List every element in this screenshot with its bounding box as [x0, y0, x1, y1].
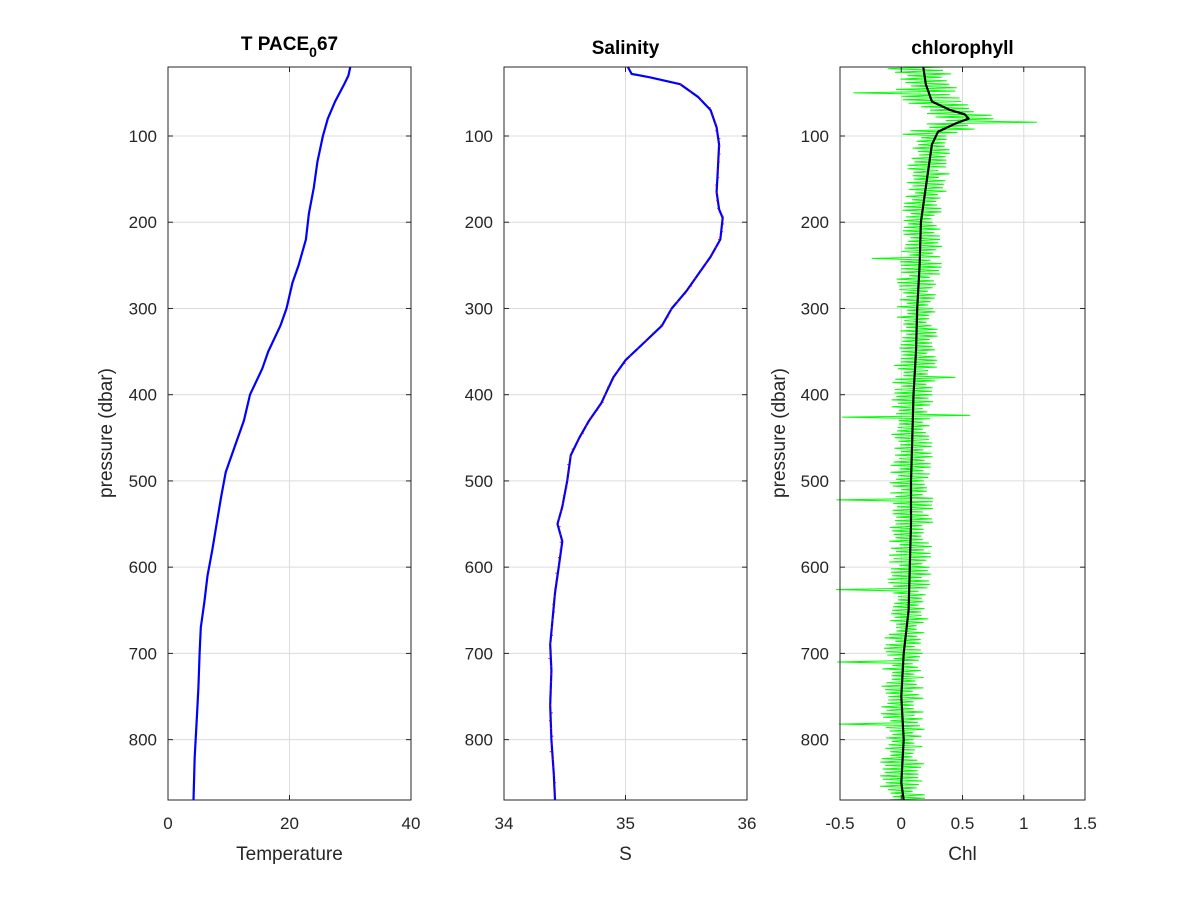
- y-tick-label: 100: [129, 127, 157, 146]
- x-tick-label: 20: [280, 814, 299, 833]
- y-tick-label: 400: [465, 386, 493, 405]
- temperature-x-axis-label: Temperature: [236, 844, 343, 865]
- chlorophyll-x-axis-label: Chl: [948, 844, 977, 865]
- y-tick-label: 200: [465, 213, 493, 232]
- x-tick-label: 1.5: [1073, 814, 1097, 833]
- x-tick-label: 0.5: [951, 814, 975, 833]
- profile-line: [900, 66, 970, 801]
- x-tick-label: 34: [495, 814, 514, 833]
- y-tick-label: 400: [801, 386, 829, 405]
- chl-raw-envelope: [835, 66, 1037, 801]
- profile-line: [549, 66, 724, 801]
- chlorophyll-ticks: -0.5 0 0.5 1 1.5 100 200 300 400 500 600 700 800: [801, 67, 1097, 833]
- x-tick-label: 0: [897, 814, 906, 833]
- y-tick-label: 800: [129, 731, 157, 750]
- profile-line: [192, 66, 352, 801]
- y-tick-label: 100: [465, 127, 493, 146]
- y-tick-label: 300: [801, 299, 829, 318]
- chlorophyll-y-axis-label: pressure (dbar): [769, 368, 790, 498]
- chlorophyll-panel-title: chlorophyll: [911, 38, 1013, 59]
- y-tick-label: 700: [129, 644, 157, 663]
- title-tail: 67: [317, 34, 338, 55]
- temperature-y-axis-label: pressure (dbar): [96, 368, 117, 498]
- y-tick-label: 300: [465, 299, 493, 318]
- y-tick-label: 800: [465, 731, 493, 750]
- x-tick-label: 35: [616, 814, 635, 833]
- y-tick-label: 300: [129, 299, 157, 318]
- salinity-x-axis-label: S: [619, 844, 632, 865]
- y-tick-label: 500: [129, 472, 157, 491]
- x-tick-label: 40: [402, 814, 421, 833]
- x-tick-label: 36: [738, 814, 757, 833]
- salinity-panel-title: Salinity: [592, 38, 660, 59]
- y-tick-label: 700: [801, 644, 829, 663]
- chlorophyll-series: [835, 66, 1037, 801]
- y-tick-label: 400: [129, 386, 157, 405]
- y-tick-label: 500: [801, 472, 829, 491]
- chlorophyll-panel: -0.5 0 0.5 1 1.5 100 200 300 400 500 600 700 800 chl…: [769, 38, 1097, 865]
- y-tick-label: 600: [801, 558, 829, 577]
- temperature-ticks: 0 20 40 100 200 300 400 500 600 700 800: [129, 67, 421, 833]
- y-tick-label: 700: [465, 644, 493, 663]
- salinity-ticks: 34 35 36 100 200 300 400 500 600 700 800: [465, 67, 757, 833]
- y-tick-label: 800: [801, 731, 829, 750]
- x-tick-label: 1: [1019, 814, 1028, 833]
- salinity-grid: [504, 67, 747, 800]
- temperature-grid: [168, 67, 411, 800]
- x-tick-label: -0.5: [825, 814, 854, 833]
- title-main: T PACE: [241, 34, 309, 55]
- temperature-panel-title: T PACE067: [241, 34, 338, 60]
- title-subscript: 0: [309, 44, 317, 60]
- temperature-series: [192, 66, 352, 801]
- salinity-series: [548, 66, 725, 801]
- y-tick-label: 200: [129, 213, 157, 232]
- y-tick-label: 600: [129, 558, 157, 577]
- y-tick-label: 100: [801, 127, 829, 146]
- y-tick-label: 600: [465, 558, 493, 577]
- y-tick-label: 500: [465, 472, 493, 491]
- x-tick-label: 0: [163, 814, 172, 833]
- y-tick-label: 200: [801, 213, 829, 232]
